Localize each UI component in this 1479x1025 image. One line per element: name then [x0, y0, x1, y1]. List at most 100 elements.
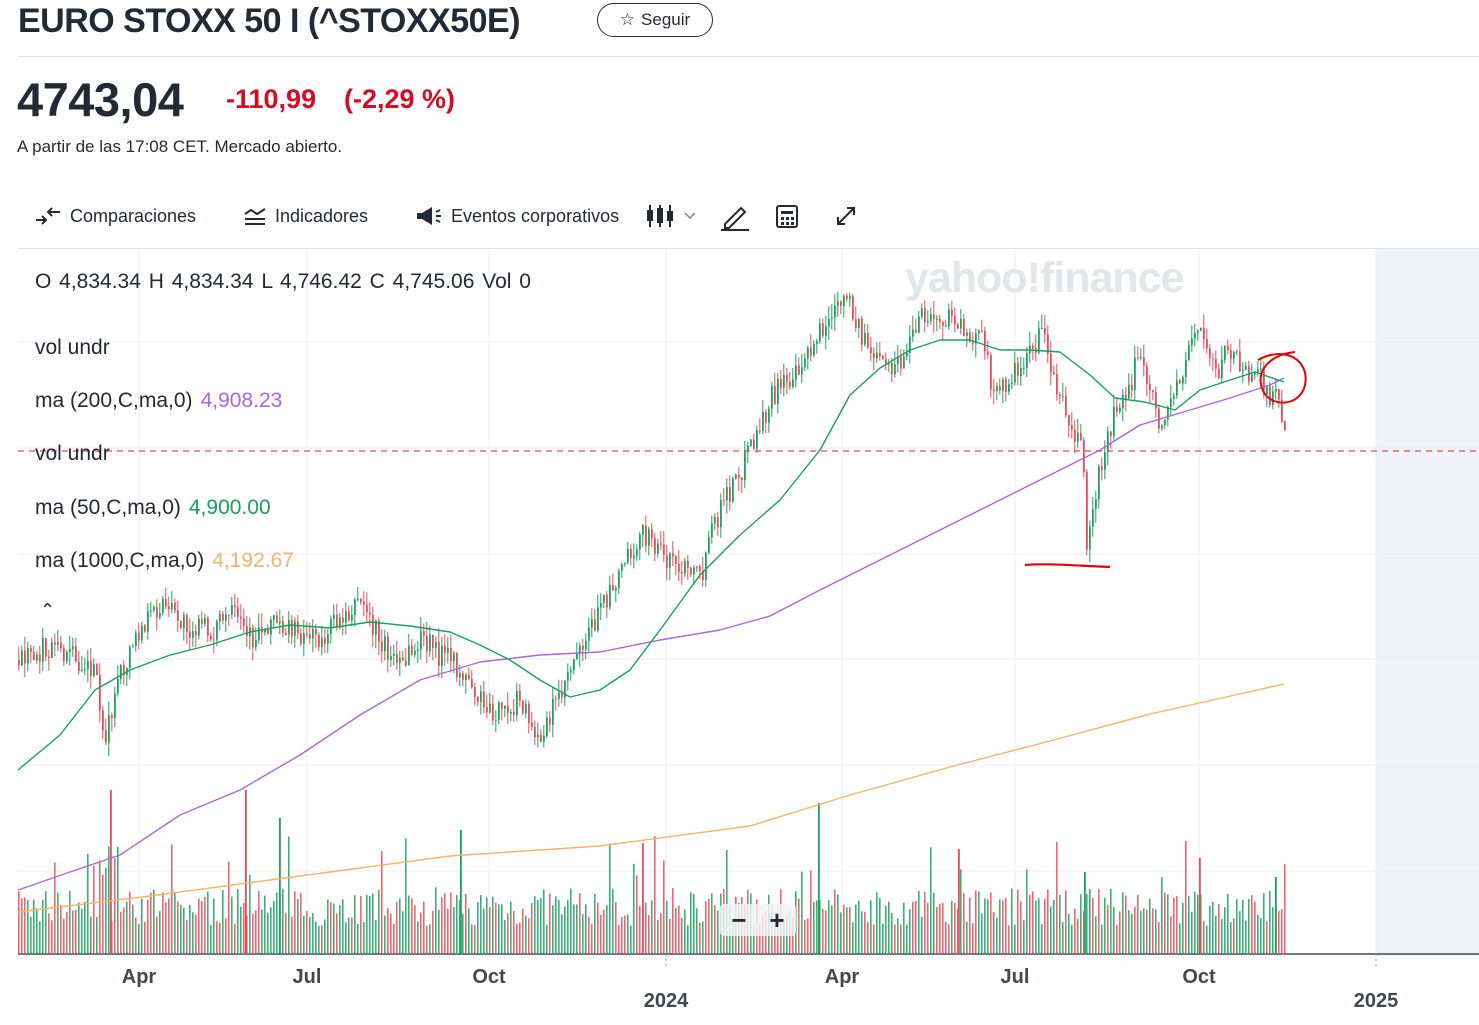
- collapse-legend-icon[interactable]: ⌃: [40, 600, 56, 620]
- candle-body: [960, 318, 962, 329]
- legend-value: 4,900.00: [188, 496, 271, 519]
- candle-body: [1224, 345, 1226, 360]
- volume-bar: [309, 917, 311, 954]
- volume-bar: [963, 893, 965, 954]
- volume-bar: [510, 901, 512, 954]
- candle-body: [867, 333, 869, 348]
- volume-bar: [543, 889, 545, 954]
- candle-body: [1047, 334, 1049, 354]
- candle-body: [927, 321, 929, 323]
- price-change-percent: (-2,29 %): [344, 84, 456, 114]
- volume-bar: [513, 910, 515, 954]
- volume-bar: [702, 921, 704, 954]
- volume-bar: [834, 889, 836, 954]
- candle-body: [201, 618, 203, 625]
- fullscreen-button[interactable]: [835, 195, 857, 237]
- volume-bar: [648, 915, 650, 954]
- candle-body: [660, 543, 662, 545]
- zoom-in-button[interactable]: +: [769, 904, 785, 935]
- candle-body: [390, 655, 392, 660]
- volume-bar: [123, 907, 125, 954]
- volume-bar: [378, 889, 380, 954]
- candle-body: [717, 517, 719, 528]
- legend-vol-undr-1[interactable]: vol undr: [35, 336, 110, 360]
- candle-body: [1056, 374, 1058, 395]
- candle-body: [1050, 353, 1052, 373]
- events-button[interactable]: Eventos corporativos: [415, 195, 619, 237]
- draw-button[interactable]: [719, 195, 751, 237]
- zoom-out-button[interactable]: −: [731, 904, 747, 935]
- comparisons-button[interactable]: Comparaciones: [34, 195, 196, 237]
- volume-bar: [567, 900, 569, 954]
- volume-bar: [1149, 898, 1151, 954]
- volume-bar: [534, 896, 536, 954]
- calculator-button[interactable]: [774, 195, 802, 237]
- price-chart[interactable]: [0, 249, 1479, 1025]
- volume-bar: [408, 895, 410, 954]
- candle-body: [642, 525, 644, 535]
- candle-body: [792, 379, 794, 387]
- volume-bar: [561, 914, 563, 954]
- megaphone-icon: [415, 205, 443, 227]
- indicators-button[interactable]: Indicadores: [243, 195, 368, 237]
- candle-body: [291, 620, 293, 636]
- volume-bar: [489, 907, 491, 954]
- candle-body: [891, 362, 893, 375]
- candle-body: [843, 295, 845, 307]
- candle-body: [621, 564, 623, 571]
- volume-bar: [153, 889, 155, 954]
- volume-bar: [1281, 909, 1283, 954]
- candle-body: [51, 642, 53, 658]
- candle-body: [1041, 327, 1043, 329]
- volume-bar: [573, 904, 575, 954]
- volume-bar: [1191, 911, 1193, 954]
- candle-body: [414, 651, 416, 655]
- volume-bar: [975, 890, 977, 954]
- candle-body: [369, 612, 371, 615]
- candle-body: [1038, 328, 1040, 353]
- volume-bar: [321, 925, 323, 954]
- volume-bar: [219, 922, 221, 954]
- volume-bar: [693, 894, 695, 954]
- legend-vol-undr-2[interactable]: vol undr: [35, 442, 110, 466]
- volume-bar: [1176, 896, 1178, 954]
- volume-bar: [129, 891, 131, 954]
- volume-bar: [684, 909, 686, 954]
- volume-bar: [24, 897, 26, 954]
- volume-bar: [537, 899, 539, 954]
- volume-bar: [1197, 894, 1199, 954]
- volume-bar: [708, 898, 710, 954]
- legend-ma50[interactable]: ma (50,C,ma,0) 4,900.00: [35, 496, 271, 520]
- legend-ma200[interactable]: ma (200,C,ma,0) 4,908.23: [35, 389, 282, 413]
- candle-body: [333, 614, 335, 619]
- volume-bar: [120, 911, 122, 954]
- ohlc-readout: O 4,834.34 H 4,834.34 L 4,746.42 C 4,745…: [35, 270, 531, 293]
- volume-bar: [951, 901, 953, 954]
- candle-body: [993, 389, 995, 392]
- candle-body: [276, 615, 278, 623]
- follow-button[interactable]: ☆ Seguir: [597, 3, 713, 37]
- volume-bar: [549, 893, 551, 954]
- candle-body: [948, 309, 950, 327]
- volume-bar: [657, 919, 659, 954]
- candle-body: [336, 614, 338, 628]
- chart-type-button[interactable]: [646, 195, 696, 237]
- candle-body: [99, 675, 101, 711]
- candle-body: [849, 296, 851, 300]
- candle-body: [375, 620, 377, 635]
- volume-bar: [21, 898, 23, 954]
- candle-body: [1059, 394, 1061, 397]
- volume-bar: [459, 899, 461, 954]
- volume-bar: [450, 892, 452, 954]
- candle-body: [141, 625, 143, 641]
- candle-body: [897, 356, 899, 365]
- legend-ma1000[interactable]: ma (1000,C,ma,0) 4,192.67: [35, 549, 294, 573]
- volume-bar: [384, 915, 386, 954]
- candle-body: [495, 719, 497, 721]
- candle-body: [951, 309, 953, 316]
- volume-bar: [774, 921, 776, 954]
- volume-bar: [1050, 906, 1052, 954]
- candle-body: [240, 616, 242, 619]
- candlestick-icon: [646, 203, 676, 229]
- volume-bar: [783, 919, 785, 954]
